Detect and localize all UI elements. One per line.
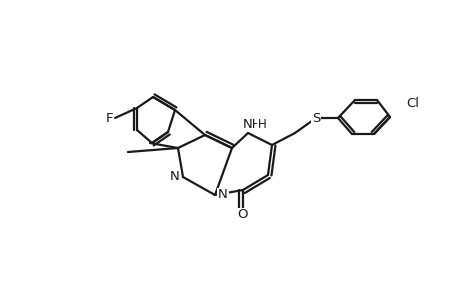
Text: N: N (170, 170, 179, 184)
Text: N: N (218, 188, 227, 202)
Text: S: S (311, 112, 319, 124)
Text: Cl: Cl (406, 97, 419, 110)
Text: NH: NH (243, 118, 262, 130)
Text: F: F (106, 112, 113, 124)
Text: H: H (257, 118, 266, 130)
Text: O: O (237, 208, 248, 221)
